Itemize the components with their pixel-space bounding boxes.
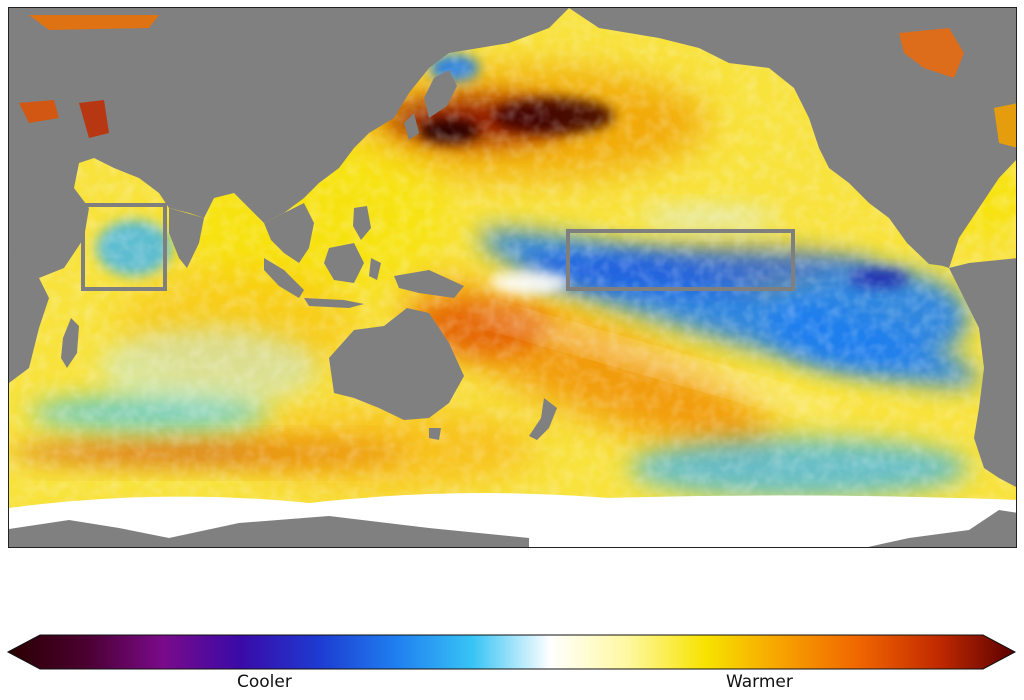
sulawesi: [369, 258, 381, 280]
greenland-warm-patch: [899, 28, 964, 78]
black-sea-warm-patch: [79, 100, 109, 138]
indochina: [264, 203, 314, 263]
sumatra: [264, 258, 304, 298]
philippines: [353, 206, 371, 240]
arabian-sea-highlight-box: [81, 203, 167, 291]
central-america: [889, 218, 944, 266]
africa-landmass: [9, 248, 49, 383]
new-guinea: [394, 270, 464, 298]
mediterranean-warm-patch: [19, 100, 59, 123]
map-canvas: [9, 8, 1016, 547]
colorbar: [6, 634, 1017, 670]
colorbar-low-label: Cooler: [237, 672, 292, 692]
antarctica-land: [9, 516, 529, 547]
eurasia-landmass: [9, 8, 569, 278]
java: [304, 298, 364, 308]
new-zealand: [529, 398, 557, 440]
sea-surface-temperature-map: [8, 7, 1017, 548]
australia: [329, 308, 464, 420]
equatorial-pacific-highlight-box: [566, 229, 795, 291]
antarctica-land-east: [868, 510, 1016, 547]
caspian-warm-patch: [29, 15, 159, 30]
korea: [404, 113, 419, 140]
north-america: [569, 8, 1016, 268]
south-america: [949, 258, 1016, 487]
colorbar-high-label: Warmer: [726, 672, 793, 692]
land-layer: [9, 8, 1016, 547]
borneo: [324, 243, 364, 283]
hudson-warm-patch: [994, 103, 1016, 148]
colorbar-gradient: [6, 634, 1017, 670]
india-subcontinent: [169, 208, 204, 268]
tasmania: [429, 428, 441, 440]
madagascar: [61, 318, 79, 368]
japan: [424, 70, 457, 118]
